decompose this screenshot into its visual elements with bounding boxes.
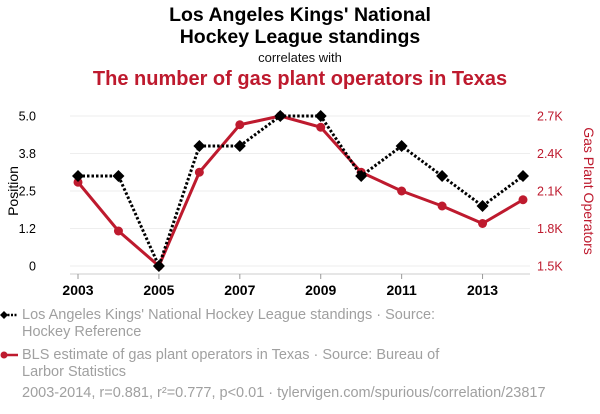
correlation-footer: 2003-2014, r=0.881, r²=0.777, p<0.01 · t…: [22, 385, 546, 401]
right-tick-label: 2.4K: [537, 147, 563, 161]
chart-title: Los Angeles Kings' National Hockey Leagu…: [0, 4, 600, 48]
kings-standings-point: [476, 200, 489, 212]
legend-label-kings: Los Angeles Kings' National Hockey Leagu…: [22, 307, 436, 340]
left-axis-label: Position: [5, 166, 21, 216]
chart-title-line1: Los Angeles Kings' National: [169, 4, 431, 26]
gas-operators-point: [437, 201, 447, 211]
gas-operators-point: [113, 226, 123, 236]
right-tick-label: 1.5K: [537, 260, 563, 274]
x-tick-label: 2009: [305, 282, 336, 298]
legend-item-kings: Los Angeles Kings' National Hockey Leagu…: [0, 307, 472, 341]
series-kings-standings: [72, 110, 529, 272]
chart-subtitle: correlates with: [258, 50, 342, 65]
kings-standings-point: [193, 140, 206, 152]
circle-solid-line-icon: [0, 351, 18, 359]
right-tick-label: 2.1K: [537, 185, 563, 199]
kings-standings-point: [274, 110, 287, 122]
legend-label-gas: BLS estimate of gas plant operators in T…: [22, 347, 440, 380]
x-tick-label: 2013: [467, 282, 498, 298]
right-axis-ticks: 1.5K 1.8K 2.1K 2.4K 2.7K: [537, 110, 563, 274]
x-tick-label: 2003: [62, 282, 93, 298]
gas-operators-point: [397, 186, 407, 196]
gas-operators-line: [76, 114, 524, 268]
left-tick-label: 1.2: [19, 222, 36, 236]
left-tick-label: 0: [29, 260, 36, 274]
chart-title-secondary: The number of gas plant operators in Tex…: [92, 68, 508, 90]
gas-operators-point: [518, 195, 528, 205]
kings-standings-point: [233, 140, 246, 152]
line-chart: 01.22.53.85.0 1.5K1.8K2.1K2.4K2.7K 2003 2…: [5, 110, 597, 299]
right-tick-label: 1.8K: [537, 222, 563, 236]
kings-standings-line: [78, 114, 524, 271]
kings-standings-point: [355, 170, 368, 182]
left-tick-label: 3.8: [19, 147, 36, 161]
chart-title-line2: Hockey League standings: [179, 26, 421, 48]
left-tick-label: 5.0: [19, 110, 36, 124]
gridlines: [70, 115, 530, 267]
x-tick-label: 2005: [143, 282, 174, 298]
gas-operators-point: [235, 120, 245, 130]
x-axis: 2003 2005 2007 2009 2011 2013: [62, 273, 530, 298]
kings-standings-point: [436, 170, 449, 182]
x-tick-label: 2011: [386, 282, 417, 298]
left-tick-label: 2.5: [19, 185, 36, 199]
left-axis-ticks: 0 1.2 2.5 3.8 5.0: [19, 110, 36, 274]
kings-standings-point: [517, 170, 529, 182]
legend-item-gas: BLS estimate of gas plant operators in T…: [0, 347, 472, 381]
x-tick-label: 2007: [224, 282, 255, 298]
right-axis-label: Gas Plant Operators: [581, 127, 597, 255]
kings-standings-point: [152, 260, 165, 272]
gas-operators-point: [316, 122, 326, 132]
gas-operators-point: [73, 177, 83, 187]
kings-standings-point: [72, 170, 84, 182]
kings-standings-point: [112, 170, 125, 182]
kings-standings-point: [314, 110, 327, 122]
kings-standings-point: [395, 140, 408, 152]
gas-operators-point: [194, 167, 204, 177]
gas-operators-point: [478, 219, 488, 228]
diamond-dotted-line-icon: [0, 311, 18, 319]
right-tick-label: 2.7K: [537, 110, 563, 124]
